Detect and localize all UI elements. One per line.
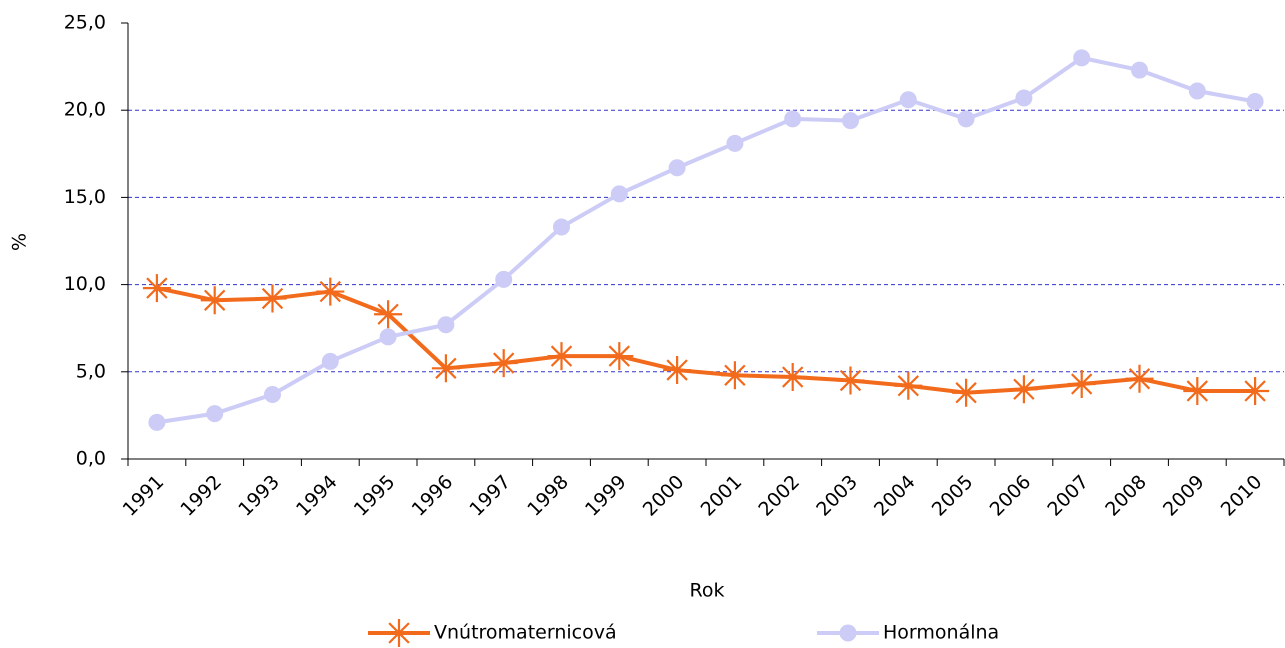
x-tick-label: 1993 <box>234 471 284 521</box>
marker <box>148 413 166 431</box>
x-tick-label: 2002 <box>754 471 804 521</box>
marker <box>1125 364 1154 393</box>
x-tick-label: 2007 <box>1043 471 1093 521</box>
marker <box>1246 92 1264 110</box>
x-tick-label: 2008 <box>1101 471 1151 521</box>
marker <box>1009 375 1038 404</box>
y-tick-label: 25,0 <box>64 12 106 34</box>
marker <box>1183 376 1212 405</box>
x-tick-label: 2003 <box>812 471 862 521</box>
marker <box>1067 370 1096 399</box>
marker <box>1241 376 1270 405</box>
x-tick-label: 1994 <box>292 471 342 521</box>
x-tick-label: 2001 <box>697 471 747 521</box>
x-tick-label: 1991 <box>119 471 169 521</box>
marker <box>668 159 686 177</box>
marker <box>842 112 859 130</box>
marker <box>264 385 281 403</box>
marker <box>952 378 981 407</box>
marker <box>321 352 339 370</box>
x-tick-label: 1999 <box>581 471 631 521</box>
x-tick-label: 1992 <box>176 471 226 521</box>
marker <box>316 277 345 306</box>
x-tick-label: 1998 <box>523 471 573 521</box>
marker <box>957 110 975 128</box>
marker <box>258 284 287 313</box>
marker <box>142 274 171 303</box>
marker <box>379 328 397 346</box>
marker <box>784 110 802 128</box>
marker <box>720 361 749 390</box>
marker <box>726 134 744 152</box>
series-line <box>156 55 1256 425</box>
marker <box>495 270 513 288</box>
marker <box>437 316 455 334</box>
x-tick-label: 1996 <box>408 471 458 521</box>
marker <box>1188 82 1206 100</box>
legend-label: Hormonálna <box>883 622 999 644</box>
y-tick-label: 15,0 <box>64 186 106 208</box>
marker <box>374 300 403 329</box>
marker <box>894 371 923 400</box>
marker <box>899 91 917 109</box>
marker <box>547 342 576 371</box>
legend-marker <box>839 624 857 642</box>
y-tick-label: 20,0 <box>64 99 106 121</box>
marker <box>431 354 460 383</box>
marker <box>200 286 229 315</box>
marker <box>605 342 634 371</box>
marker <box>778 363 807 392</box>
x-tick-label: 2004 <box>870 471 920 521</box>
y-tick-label: 0,0 <box>76 448 106 470</box>
marker <box>610 185 628 203</box>
y-tick-label: 5,0 <box>76 360 106 382</box>
marker <box>836 366 865 395</box>
x-tick-label: 2010 <box>1217 471 1267 521</box>
marker <box>1015 89 1033 107</box>
series-line <box>156 286 1256 395</box>
x-tick-label: 2006 <box>986 471 1036 521</box>
x-tick-label: 1997 <box>465 471 515 521</box>
marker <box>489 349 518 378</box>
marker <box>1131 61 1148 79</box>
x-tick-label: 2009 <box>1159 471 1209 521</box>
marker <box>663 356 692 385</box>
marker <box>1073 49 1091 67</box>
x-tick-label: 2000 <box>639 471 689 521</box>
x-tick-label: 1995 <box>350 471 400 521</box>
y-axis-label: % <box>9 233 31 251</box>
marker <box>553 218 570 236</box>
y-tick-label: 10,0 <box>64 273 106 295</box>
legend-marker <box>385 619 413 647</box>
legend-label: Vnútromaternicová <box>434 622 617 644</box>
x-axis-label: Rok <box>690 580 725 602</box>
marker <box>206 405 224 423</box>
x-tick-label: 2005 <box>928 471 978 521</box>
